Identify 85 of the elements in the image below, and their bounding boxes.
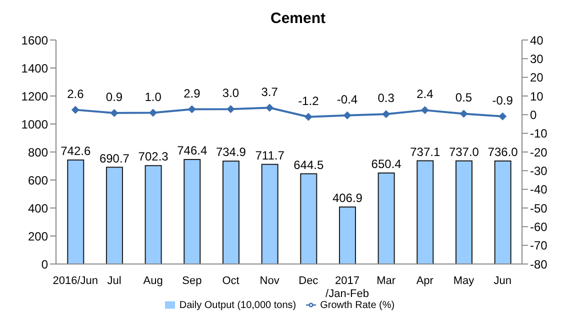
data-label: 3.7 — [261, 84, 278, 99]
x-tick-label: Sep — [182, 275, 202, 287]
point — [420, 106, 429, 114]
x-tick-label: Jul — [107, 275, 122, 287]
y2-tick-label: 30 — [530, 52, 544, 66]
point — [71, 106, 80, 114]
data-label: 0.5 — [455, 90, 472, 105]
data-label: 737.1 — [410, 144, 440, 159]
data-label: 406.9 — [332, 191, 363, 206]
bar — [338, 206, 356, 264]
y2-tick-label: -60 — [530, 220, 548, 234]
x-tick-label: Jun — [494, 275, 512, 287]
y-tick-label: 1400 — [21, 61, 48, 76]
data-label: 1.0 — [144, 90, 162, 104]
bar — [144, 165, 162, 264]
data-label: 650.4 — [371, 156, 402, 171]
data-label: 737.0 — [448, 144, 480, 159]
bar — [455, 160, 472, 264]
data-label: -1.2 — [298, 94, 320, 108]
data-label: 690.7 — [99, 151, 130, 166]
data-label: 644.5 — [294, 158, 324, 172]
data-label: 736.0 — [488, 144, 518, 159]
data-label: 3.0 — [222, 86, 240, 100]
y2-tick-label: -30 — [530, 164, 548, 178]
x-tick-label: Dec — [298, 275, 319, 287]
x-tick-label: 2017 /Jan-Feb — [326, 275, 369, 300]
point — [226, 105, 235, 114]
y2-tick-label: 40 — [530, 33, 544, 48]
x-tick-label: May — [453, 275, 475, 287]
data-label: 0.9 — [106, 90, 123, 104]
x-tick-label: 2016/Jun — [52, 275, 98, 287]
data-label: 702.3 — [138, 150, 169, 164]
y2-tick-label: -80 — [530, 257, 548, 272]
y2-tick-label: 0 — [530, 108, 537, 122]
data-label: 742.6 — [60, 144, 91, 158]
bar — [416, 160, 434, 264]
bar — [184, 159, 201, 264]
y-tick-label: 400 — [28, 201, 48, 216]
bar — [261, 164, 278, 264]
data-label: -0.9 — [492, 93, 514, 108]
y-tick-label: 1000 — [21, 117, 48, 132]
data-label: 711.7 — [255, 148, 285, 162]
data-label: -0.4 — [336, 92, 358, 106]
y-tick-label: 800 — [28, 145, 48, 160]
bar — [494, 160, 512, 264]
y2-tick-label: 10 — [530, 89, 544, 104]
bar — [378, 172, 395, 264]
y-tick-label: 1600 — [21, 33, 48, 48]
y2-tick-label: -50 — [530, 201, 548, 216]
y-tick-label: 1200 — [21, 89, 48, 104]
point — [382, 110, 390, 118]
bar — [300, 173, 318, 264]
point — [266, 104, 274, 112]
x-tick-label: Aug — [143, 275, 163, 287]
point — [149, 108, 158, 117]
y-tick-label: 200 — [28, 229, 48, 244]
x-tick-label: Apr — [416, 275, 434, 287]
legend-label: Growth Rate (%) — [320, 300, 395, 311]
point — [460, 110, 468, 118]
y2-tick-label: -70 — [530, 238, 548, 253]
y2-tick-label: -10 — [530, 126, 548, 141]
x-tick-label: Nov — [260, 275, 280, 287]
point — [304, 112, 312, 121]
chart-title: Cement — [269, 9, 326, 29]
legend-label: Daily Output (10,000 tons) — [179, 300, 296, 311]
bar — [106, 166, 123, 264]
y2-tick-label: 20 — [530, 70, 544, 85]
data-label: 2.4 — [416, 87, 434, 102]
bar — [222, 160, 240, 264]
point — [498, 112, 507, 120]
data-label: 2.9 — [184, 86, 201, 100]
y2-tick-label: -40 — [530, 182, 548, 197]
y-tick-label: 600 — [28, 173, 48, 188]
data-label: 2.6 — [67, 86, 84, 101]
y-tick-label: 0 — [41, 257, 48, 272]
y2-tick-label: -20 — [530, 145, 548, 160]
x-tick-label: Oct — [222, 275, 240, 287]
data-label: 0.3 — [378, 91, 395, 106]
data-label: 746.4 — [177, 144, 208, 158]
data-label: 734.9 — [216, 145, 246, 160]
point — [110, 108, 118, 117]
bar — [67, 160, 84, 264]
point — [343, 111, 352, 120]
x-tick-label: Mar — [376, 275, 396, 287]
point — [188, 105, 196, 114]
